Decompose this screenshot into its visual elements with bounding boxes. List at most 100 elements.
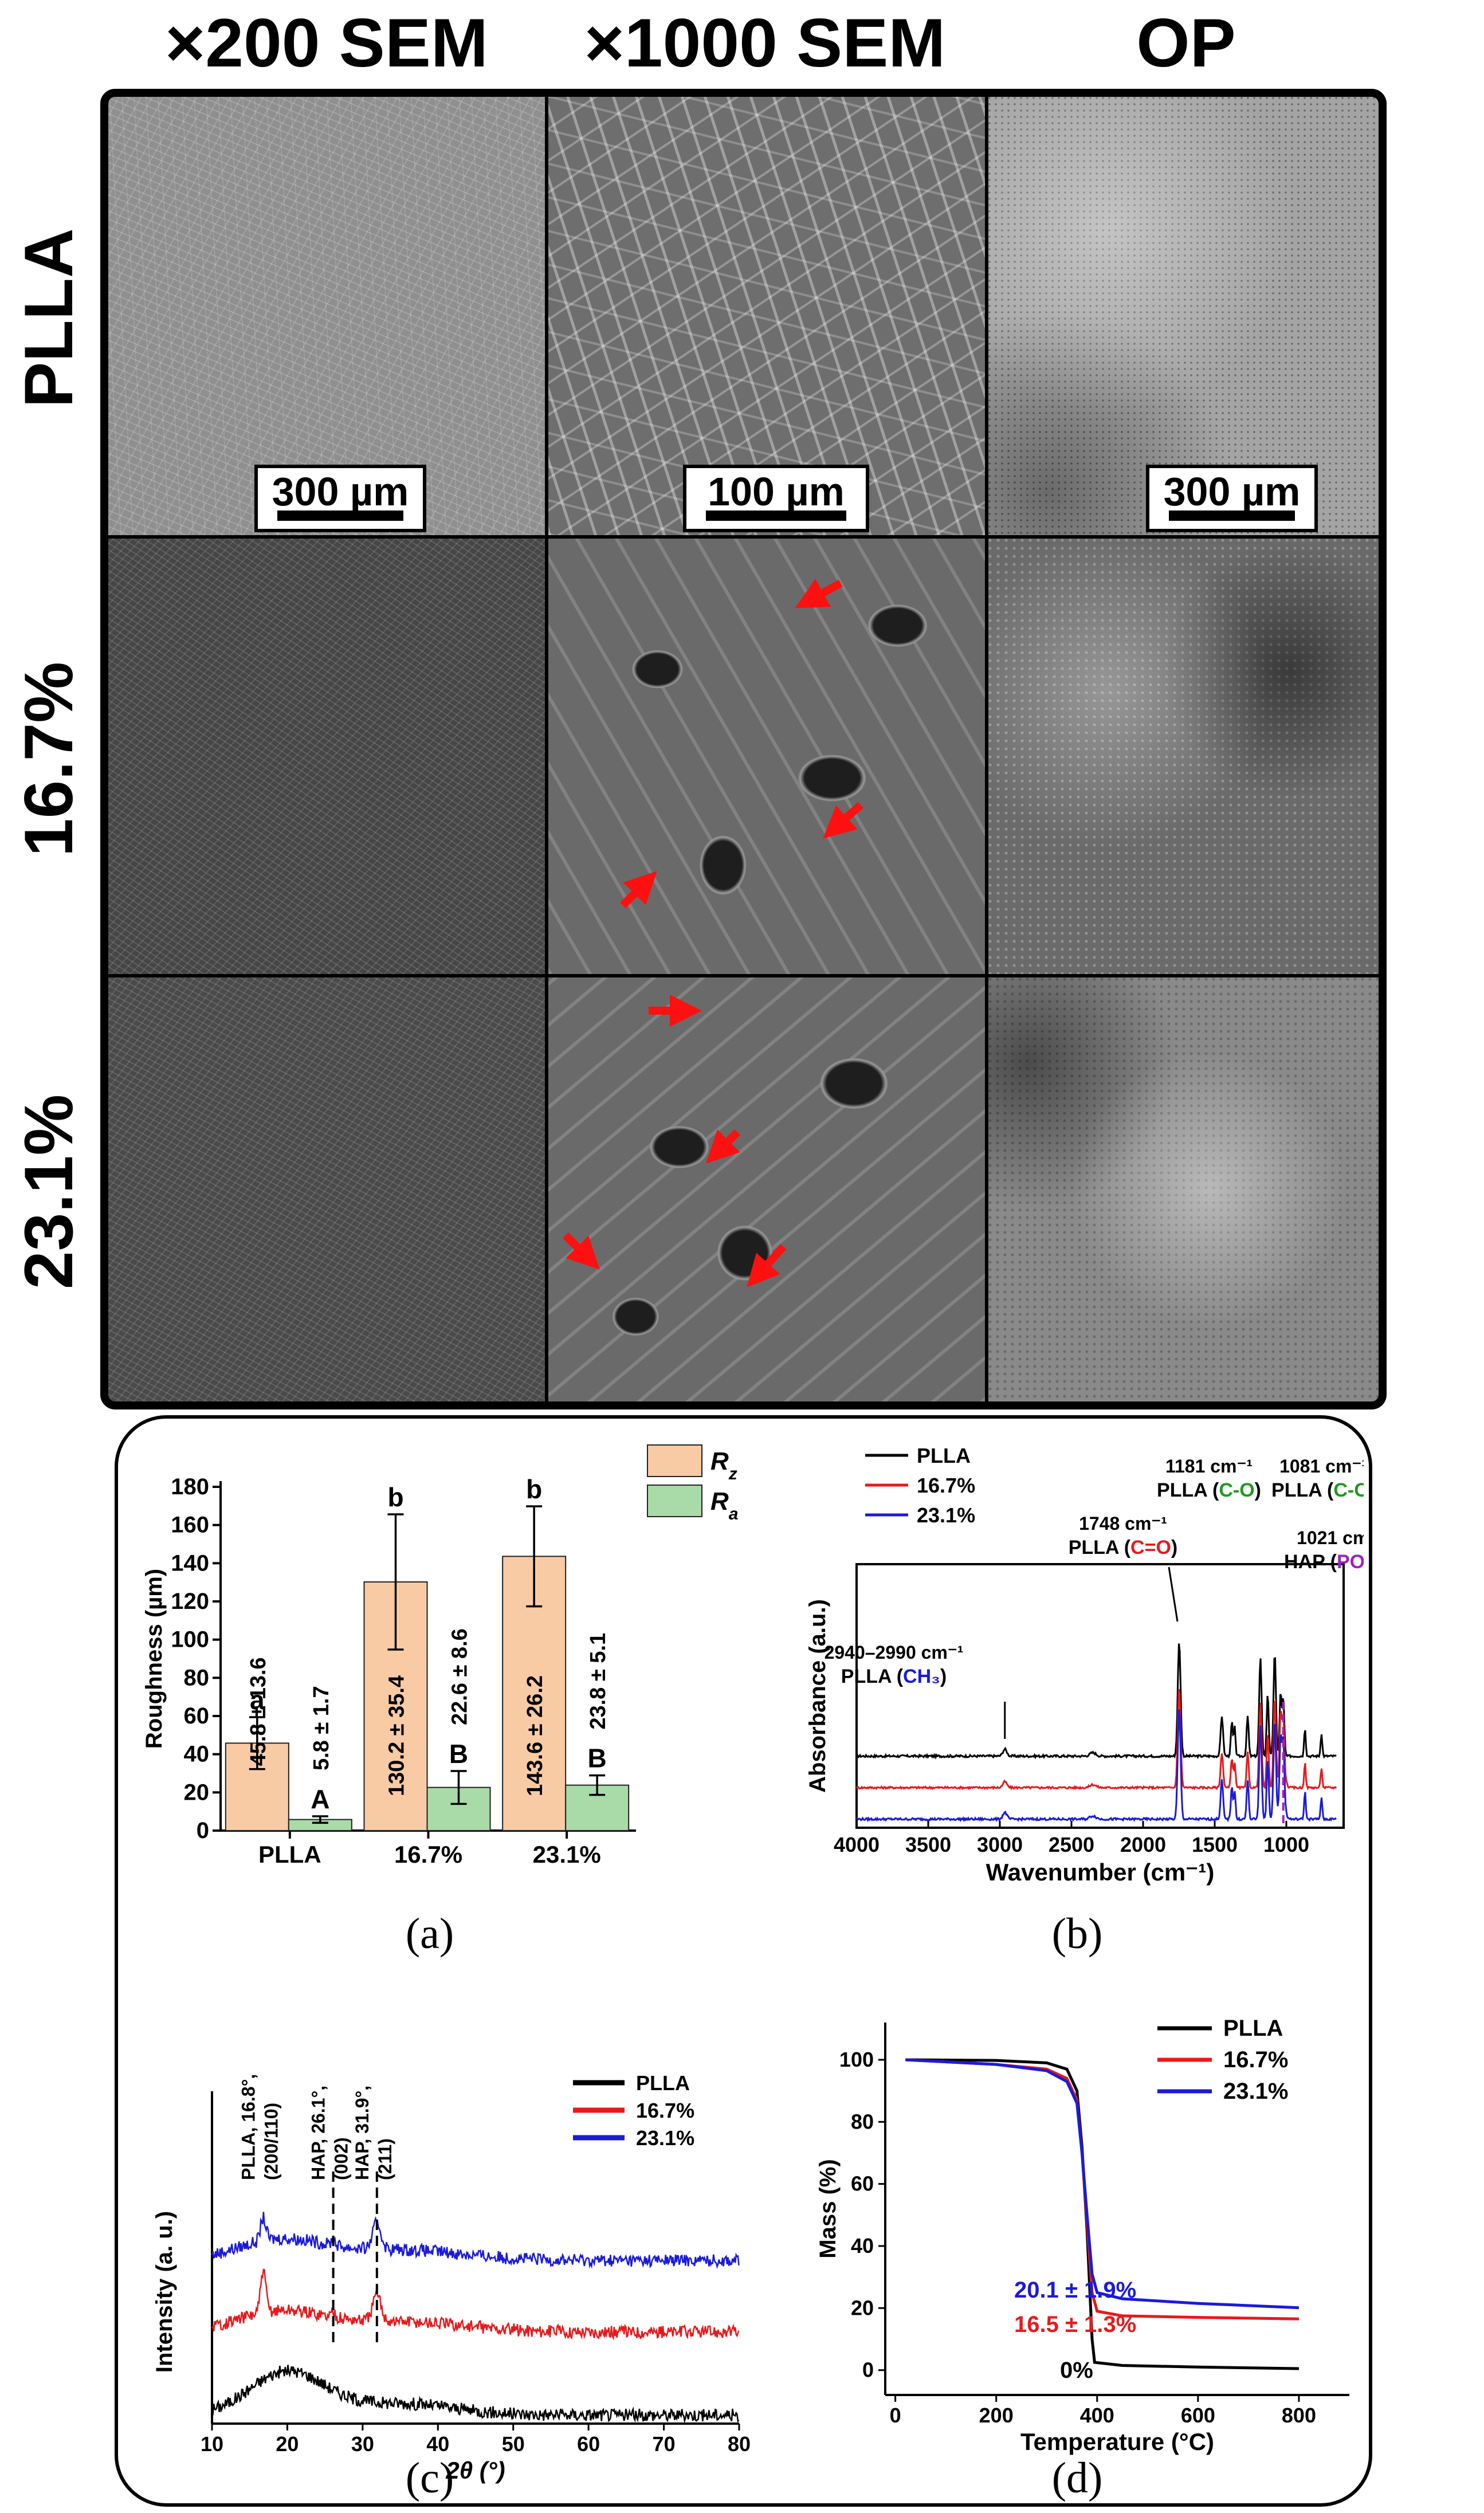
legend-label-ra: Ra — [710, 1487, 738, 1523]
op-16-7-image — [988, 539, 1379, 974]
x-tick-label: 23.1% — [533, 1841, 601, 1868]
legend-swatch-rz — [647, 1444, 702, 1477]
annotation-wavenumber-3: 1081 cm⁻¹ — [1279, 1456, 1364, 1477]
x-tick-label: 50 — [502, 2432, 525, 2456]
legend-label-1: 16.7% — [1223, 2047, 1288, 2072]
scale-bar-100um: 100 µm — [683, 465, 869, 532]
y-tick-label: 40 — [184, 1742, 210, 1767]
panel-label-b: (b) — [1052, 1910, 1103, 1958]
value-label: 5.8 ± 1.7 — [309, 1686, 333, 1770]
peak-annotation-angle-1: HAP, 26.1°, — [308, 2086, 329, 2180]
x-tick-label: 2000 — [1120, 1833, 1166, 1856]
row-label-23-1: 23.1% — [10, 1094, 87, 1290]
significance-letter: b — [526, 1474, 542, 1504]
legend-label-1: 16.7% — [917, 1474, 975, 1497]
x-tick-label: 1000 — [1263, 1833, 1309, 1856]
arrow-1 — [795, 579, 843, 608]
y-axis-label: Absorbance (a.u.) — [805, 1599, 830, 1793]
red-arrows — [563, 995, 787, 1287]
panel-label-d: (d) — [1052, 2454, 1103, 2502]
y-tick-label: 80 — [851, 2110, 874, 2133]
legend-label-0: PLLA — [636, 2071, 690, 2095]
sem-1000-23-1-image — [548, 977, 985, 1401]
tga-curve-chart: 0 200 400 600 800 0 20 40 60 80 100 Temperature (°C… — [815, 2016, 1349, 2502]
y-tick-label: 20 — [851, 2296, 874, 2319]
tga-line-2 — [905, 2058, 1300, 2310]
x-tick-label: 60 — [577, 2432, 600, 2456]
y-axis-label: Roughness (µm) — [142, 1569, 167, 1749]
spectrum-line-2 — [855, 1709, 1337, 1823]
x-tick-label: 3500 — [905, 1833, 951, 1856]
y-tick-label: 0 — [862, 2358, 874, 2382]
y-tick-label: 180 — [171, 1474, 209, 1499]
x-tick-label: PLLA — [258, 1841, 321, 1868]
legend-label-rz: Rz — [710, 1447, 737, 1483]
sem-1000-16-7-image — [548, 539, 985, 974]
red-arrows — [620, 579, 863, 908]
sem-200-23-1-image — [108, 977, 545, 1401]
legend-label-2: 23.1% — [636, 2126, 694, 2150]
arrow-3 — [563, 1232, 600, 1270]
plot-frame — [855, 1563, 1345, 1829]
x-axis-label: 2θ (°) — [445, 2457, 505, 2484]
annotation-wavenumber-1: 1748 cm⁻¹ — [1079, 1513, 1167, 1534]
y-tick-label: 20 — [184, 1780, 210, 1805]
sem-200-16-7-image — [108, 539, 545, 974]
x-tick-label: 80 — [728, 2432, 751, 2456]
y-tick-label: 60 — [851, 2172, 874, 2196]
y-tick-label: 160 — [171, 1513, 209, 1538]
significance-letter: A — [311, 1784, 329, 1814]
residue-label-1: 16.5 ± 1.3% — [1014, 2312, 1136, 2337]
x-tick-label: 30 — [351, 2432, 374, 2456]
annotation-assignment-4: HAP (PO₄³⁻) — [1284, 1551, 1364, 1573]
value-label: 143.6 ± 26.2 — [523, 1675, 547, 1796]
x-tick-label: 10 — [201, 2432, 223, 2456]
y-tick-label: 80 — [184, 1665, 210, 1690]
residue-label-0: 0% — [1060, 2358, 1093, 2383]
spectrum-line-0 — [856, 1643, 1337, 1760]
annotation-arrow-co — [1168, 1566, 1179, 1622]
scale-bar-label: 300 µm — [272, 469, 409, 514]
y-tick-label: 120 — [171, 1589, 209, 1614]
panel-label-a: (a) — [406, 1910, 454, 1958]
legend-label-2: 23.1% — [917, 1503, 975, 1527]
annotation-assignment-1: PLLA (C=O) — [1069, 1537, 1177, 1558]
x-tick-label: 16.7% — [394, 1841, 462, 1868]
y-tick-label: 140 — [171, 1550, 209, 1576]
spectrum-line-1 — [855, 1689, 1337, 1791]
y-axis-label: Mass (%) — [815, 2159, 841, 2258]
row-label-16-7: 16.7% — [10, 661, 87, 857]
x-tick-label: 600 — [1181, 2404, 1215, 2427]
sem-200-plla-image: 300 µm — [108, 97, 545, 535]
y-tick-label: 100 — [171, 1627, 209, 1652]
value-label: 130.2 ± 35.4 — [385, 1675, 409, 1796]
legend-label-0: PLLA — [917, 1444, 971, 1467]
micrograph-grid: 300 µm 100 µm 300 µm — [100, 89, 1387, 1409]
residue-label-2: 20.1 ± 1.9% — [1014, 2278, 1136, 2303]
x-tick-label: 800 — [1282, 2404, 1316, 2427]
column-title-op: OP — [1136, 5, 1236, 81]
arrow-4 — [747, 1244, 787, 1287]
arrow-2 — [706, 1129, 740, 1164]
significance-letter: B — [449, 1739, 468, 1769]
annotation-wavenumber-4: 1021 cm⁻¹ — [1297, 1528, 1364, 1548]
x-tick-label: 3000 — [977, 1833, 1023, 1856]
column-title-1000-sem: ×1000 SEM — [584, 5, 946, 81]
annotation-assignment-0: PLLA (CH₃) — [841, 1666, 947, 1687]
op-23-1-image — [988, 977, 1379, 1401]
y-axis-label: Intensity (a. u.) — [152, 2211, 177, 2373]
annotation-assignment-2: PLLA (C-O) — [1157, 1479, 1261, 1501]
x-tick-label: 20 — [276, 2432, 299, 2456]
peak-annotation-angle-0: PLLA, 16.8°, — [238, 2074, 258, 2180]
legend-label-1: 16.7% — [636, 2099, 694, 2122]
x-tick-label: 400 — [1080, 2404, 1114, 2427]
annotation-wavenumber-0: 2940–2990 cm⁻¹ — [825, 1642, 964, 1663]
ftir-spectra-chart: 4000 3500 3000 2500 2000 1500 1000 Wavenumber (… — [805, 1444, 1364, 1958]
op-plla-image: 300 µm — [988, 97, 1379, 535]
arrow-2 — [823, 802, 863, 839]
scale-bar-300um-op: 300 µm — [1146, 465, 1318, 532]
scale-bar-label: 100 µm — [708, 469, 845, 514]
x-axis-label: Temperature (°C) — [1020, 2428, 1214, 2455]
y-tick-label: 0 — [197, 1818, 209, 1843]
charts-panel-box — [115, 1415, 1372, 2507]
